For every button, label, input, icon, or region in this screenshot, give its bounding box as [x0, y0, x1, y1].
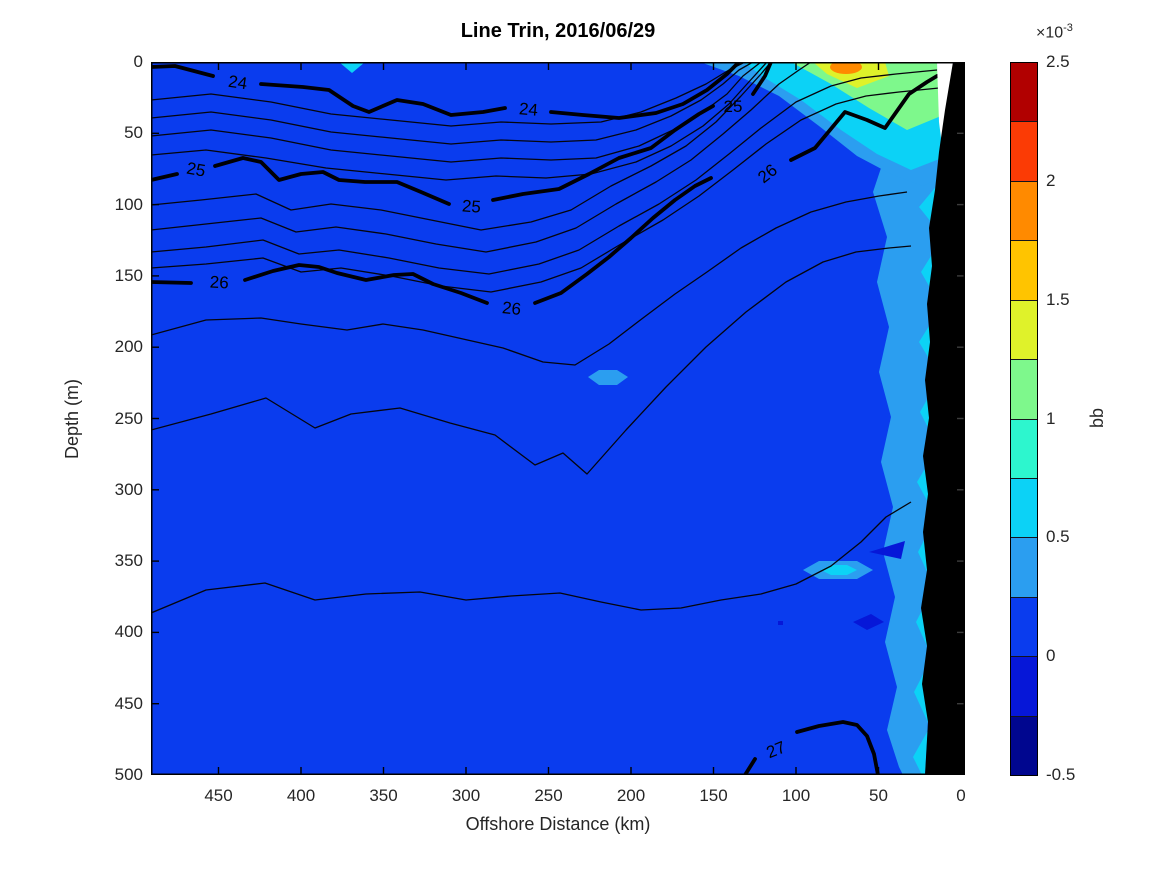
colorbar-segment — [1011, 597, 1037, 658]
bb-fill-low-patch-1 — [869, 541, 905, 559]
y-tick-label: 250 — [114, 408, 143, 428]
bb-fill-background — [151, 62, 965, 775]
x-tick-label: 300 — [451, 786, 481, 805]
x-tick-label: 350 — [369, 786, 398, 805]
land-mask — [921, 62, 965, 775]
contour-label: 26 — [501, 298, 522, 319]
thick-contour-lines — [151, 62, 939, 775]
bb-fill-low-speck — [778, 621, 783, 625]
bb-fill-lens-midsection — [588, 370, 628, 385]
x-tick-label: 450 — [204, 786, 233, 805]
colorbar-segment — [1011, 300, 1037, 361]
y-tick-label: 500 — [114, 765, 143, 784]
x-tick-label: 150 — [699, 786, 728, 805]
colorbar-label: bb — [1087, 407, 1107, 429]
x-tick-label: 400 — [286, 786, 316, 805]
colorbar-segment — [1011, 419, 1037, 479]
colorbar-tick-label: 1.5 — [1046, 289, 1070, 309]
colorbar-segment — [1011, 478, 1037, 539]
colorbar-tick-label: -0.5 — [1046, 765, 1076, 784]
chart-title: Line Trin, 2016/06/29 — [460, 20, 656, 42]
colorbar-multiplier: ×10-3 — [1036, 22, 1073, 42]
bb-fill-bloom-orange-spot — [830, 62, 862, 74]
colorbar-segment — [1011, 63, 1037, 123]
plot-area: 24 24 25 25 25 26 26 26 27 — [151, 62, 965, 775]
colorbar-tick-label: 2.5 — [1046, 52, 1070, 71]
colorbar-multiplier-exponent: -3 — [1063, 22, 1073, 34]
y-tick-label: 50 — [124, 123, 143, 143]
contour-label: 26 — [209, 273, 229, 293]
colorbar-segment — [1011, 241, 1037, 301]
contour-label: 24 — [227, 72, 248, 93]
colorbar-tick-label: 0 — [1046, 646, 1056, 666]
colorbar-multiplier-base: ×10 — [1036, 24, 1064, 42]
colorbar-segment — [1011, 181, 1037, 242]
x-tick-label: 0 — [956, 786, 966, 805]
contour-label: 24 — [518, 99, 539, 120]
contour-label: 25 — [724, 97, 743, 116]
colorbar-segment — [1011, 538, 1037, 598]
x-tick-label: 250 — [534, 786, 563, 805]
colorbar-tick-label: 1 — [1046, 408, 1056, 428]
y-axis-label: Depth (m) — [62, 379, 82, 460]
axes-box — [151, 62, 965, 775]
y-tick-label: 350 — [114, 551, 143, 571]
bb-fill-low-patch-2 — [853, 614, 884, 630]
contour-label: 25 — [185, 159, 207, 181]
y-tick-label: 200 — [114, 337, 143, 357]
bb-fill-surface-cyan-triangle — [339, 62, 365, 73]
colorbar-segment — [1011, 360, 1037, 420]
thin-contour-lines — [151, 62, 940, 614]
x-tick-label: 50 — [869, 786, 888, 805]
y-tick-label: 100 — [114, 194, 143, 214]
contour-label: 25 — [461, 196, 481, 216]
colorbar-tick-label: 0.5 — [1046, 527, 1070, 547]
colorbar-segment — [1011, 716, 1037, 776]
colorbar-segment — [1011, 122, 1037, 182]
y-tick-label: 450 — [114, 693, 143, 713]
y-tick-label: 150 — [114, 265, 143, 285]
y-tick-label: 300 — [114, 479, 143, 499]
x-tick-label: 200 — [616, 786, 646, 805]
colorbar-segment — [1011, 657, 1037, 717]
x-tick-label: 100 — [781, 786, 811, 805]
y-tick-label: 400 — [114, 622, 143, 642]
colorbar-tick-label: 2 — [1046, 170, 1056, 190]
colorbar — [1010, 62, 1038, 776]
y-tick-label: 0 — [133, 52, 143, 71]
bb-fill-lens-coastal-core — [821, 565, 857, 575]
x-axis-label: Offshore Distance (km) — [465, 814, 651, 834]
